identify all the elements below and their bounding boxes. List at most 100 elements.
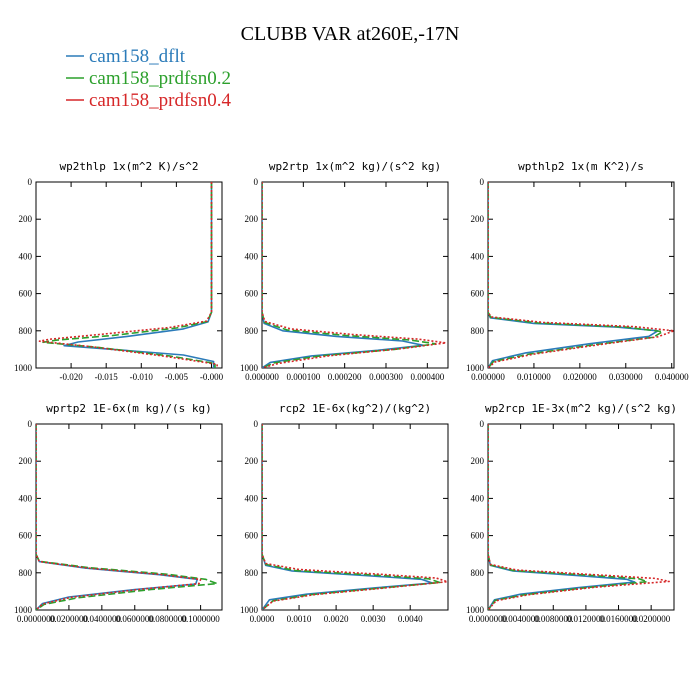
x-tick-label: 0.020000 — [563, 372, 597, 382]
chart-panel: wp2rcp 1E-3x(m^2 kg)/(s^2 kg)0 200 400 600 8… — [466, 402, 677, 624]
series-line-cam158_prdfsn0.4 — [488, 182, 674, 368]
x-tick-label: 0.0040000 — [502, 614, 541, 624]
plot-frame — [261, 423, 449, 611]
x-tick-label: 0.000200 — [328, 372, 362, 382]
series-line-cam158_prdfsn0.2 — [488, 424, 648, 610]
series-line-cam158_dflt — [488, 424, 636, 610]
x-tick-label: -0.010 — [130, 372, 154, 382]
y-tick-label: 400 — [245, 251, 259, 261]
series-line-cam158_prdfsn0.4 — [262, 424, 448, 610]
y-tick-label: 400 — [471, 251, 485, 261]
x-tick-label: -0.005 — [165, 372, 189, 382]
panels: wp2thlp 1x(m^2 K)/s^2 0 200 400 600 800 1000 -0… — [14, 160, 689, 624]
x-tick-label: 0.0020 — [324, 614, 349, 624]
series-line-cam158_prdfsn0.2 — [262, 182, 437, 368]
x-tick-label: 0.1000000 — [181, 614, 220, 624]
x-tick-label: 0.000000 — [471, 372, 505, 382]
legend-label: cam158_prdfsn0.4 — [89, 90, 231, 111]
y-tick-label: 200 — [245, 456, 259, 466]
plot-frame — [487, 181, 675, 369]
x-tick-label: -0.015 — [95, 372, 119, 382]
series-line-cam158_dflt — [63, 182, 215, 368]
y-tick-label: 400 — [245, 493, 259, 503]
y-tick-label: 600 — [471, 289, 485, 299]
y-tick-label: 0 — [28, 419, 33, 429]
plot-frame — [35, 423, 223, 611]
y-tick-label: 400 — [19, 493, 33, 503]
y-tick-label: 800 — [245, 568, 259, 578]
series-line-cam158_dflt — [36, 424, 199, 610]
series-line-cam158_prdfsn0.2 — [262, 424, 441, 610]
panel-title: wpthlp2 1x(m K^2)/s — [518, 160, 644, 173]
x-tick-label: 0.0400000 — [83, 614, 122, 624]
x-tick-label: 0.0000000 — [469, 614, 508, 624]
x-tick-label: 0.030000 — [609, 372, 643, 382]
y-tick-label: 1000 — [240, 605, 259, 615]
x-tick-label: 0.0040 — [398, 614, 423, 624]
panel-title: wp2rtp 1x(m^2 kg)/(s^2 kg) — [269, 160, 441, 173]
y-tick-label: 600 — [245, 531, 259, 541]
legend-label: cam158_prdfsn0.2 — [89, 68, 231, 89]
series-line-cam158_prdfsn0.4 — [36, 424, 202, 610]
y-tick-label: 600 — [471, 531, 485, 541]
x-tick-label: 0.0200000 — [50, 614, 89, 624]
chart-panel: wpthlp2 1x(m K^2)/s 0 200 400 600 800 10000.00… — [466, 160, 689, 382]
y-tick-label: 0 — [254, 177, 259, 187]
x-tick-label: 0.0030 — [361, 614, 386, 624]
x-tick-label: 0.000300 — [369, 372, 403, 382]
y-tick-label: 0 — [480, 177, 485, 187]
series-line-cam158_dflt — [262, 424, 434, 610]
y-tick-label: 200 — [19, 214, 33, 224]
x-tick-label: 0.000400 — [410, 372, 444, 382]
y-tick-label: 0 — [28, 177, 33, 187]
x-tick-label: -0.000 — [200, 372, 224, 382]
y-tick-label: 1000 — [14, 605, 33, 615]
x-tick-label: 0.000000 — [245, 372, 279, 382]
y-tick-label: 800 — [471, 326, 485, 336]
x-tick-label: 0.0600000 — [116, 614, 155, 624]
series-line-cam158_prdfsn0.2 — [42, 182, 216, 368]
y-tick-label: 400 — [471, 493, 485, 503]
panel-title: wprtp2 1E-6x(m kg)/(s kg) — [46, 402, 212, 415]
y-tick-label: 1000 — [466, 605, 485, 615]
y-tick-label: 600 — [19, 289, 33, 299]
y-tick-label: 200 — [245, 214, 259, 224]
chart-panel: wprtp2 1E-6x(m kg)/(s kg) 0 200 400 600 800 10… — [14, 402, 223, 624]
y-tick-label: 1000 — [466, 363, 485, 373]
x-tick-label: 0.0000000 — [17, 614, 56, 624]
y-tick-label: 600 — [19, 531, 33, 541]
panel-title: wp2rcp 1E-3x(m^2 kg)/(s^2 kg) — [485, 402, 677, 415]
series-line-cam158_prdfsn0.4 — [262, 182, 447, 368]
series-line-cam158_prdfsn0.2 — [488, 182, 664, 368]
plot-frame — [35, 181, 223, 369]
chart-panel: rcp2 1E-6x(kg^2)/(kg^2) 0 200 400 600 800 1000… — [240, 402, 449, 624]
chart-panel: wp2rtp 1x(m^2 kg)/(s^2 kg) 0 200 400 600 800 1… — [240, 160, 449, 382]
legend-label: cam158_dflt — [89, 46, 186, 67]
y-tick-label: 800 — [245, 326, 259, 336]
x-tick-label: 0.0120000 — [567, 614, 606, 624]
y-tick-label: 1000 — [14, 363, 33, 373]
y-tick-label: 600 — [245, 289, 259, 299]
chart-panel: wp2thlp 1x(m^2 K)/s^2 0 200 400 600 800 1000 -0… — [14, 160, 224, 382]
y-tick-label: 200 — [19, 456, 33, 466]
y-tick-label: 1000 — [240, 363, 259, 373]
y-tick-label: 0 — [480, 419, 485, 429]
x-tick-label: 0.010000 — [517, 372, 551, 382]
x-tick-label: 0.0800000 — [149, 614, 188, 624]
figure-title: CLUBB VAR at260E,-17N — [241, 23, 460, 45]
y-tick-label: 800 — [19, 568, 33, 578]
panel-title: rcp2 1E-6x(kg^2)/(kg^2) — [279, 402, 431, 415]
x-tick-label: 0.0080000 — [534, 614, 573, 624]
y-tick-label: 200 — [471, 214, 485, 224]
series-line-cam158_prdfsn0.2 — [36, 424, 218, 610]
y-tick-label: 0 — [254, 419, 259, 429]
series-line-cam158_dflt — [262, 182, 425, 368]
x-tick-label: 0.040000 — [655, 372, 689, 382]
y-tick-label: 200 — [471, 456, 485, 466]
y-tick-label: 800 — [19, 326, 33, 336]
x-tick-label: 0.000100 — [286, 372, 320, 382]
x-tick-label: 0.0160000 — [599, 614, 638, 624]
x-tick-label: 0.0010 — [287, 614, 312, 624]
x-tick-label: 0.0200000 — [632, 614, 671, 624]
